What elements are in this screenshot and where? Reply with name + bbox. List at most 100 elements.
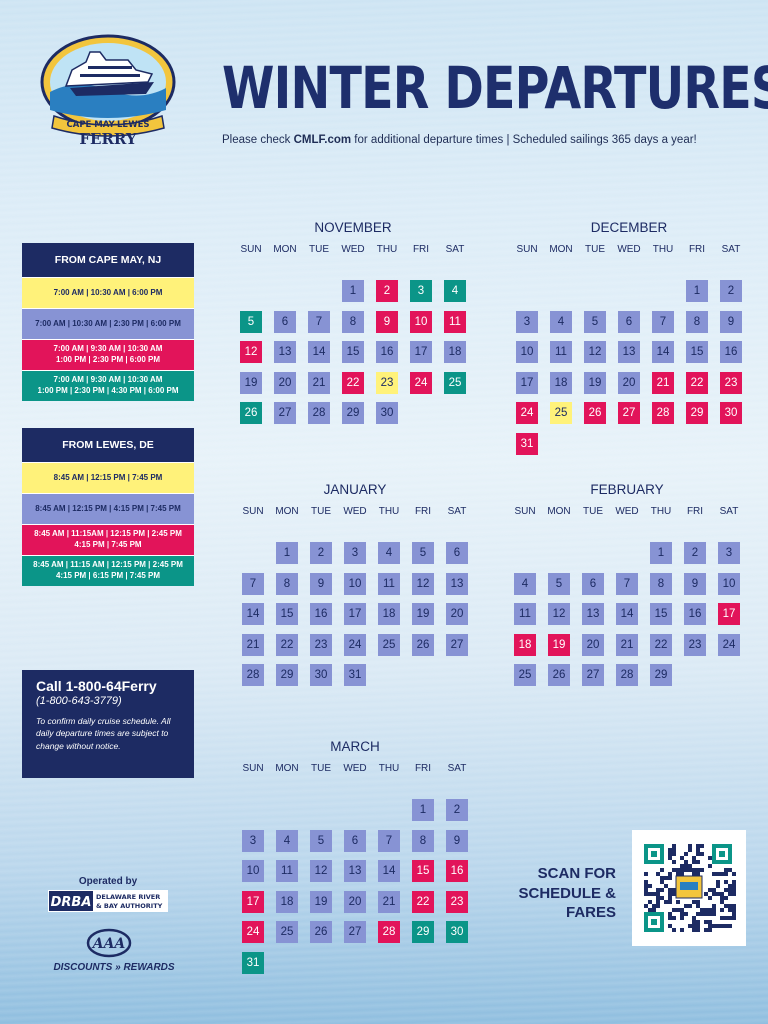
day-cell[interactable]: 12 <box>412 572 434 595</box>
day-cell[interactable]: 31 <box>516 432 538 455</box>
day-cell[interactable]: 3 <box>242 829 264 852</box>
day-cell[interactable]: 24 <box>718 633 740 656</box>
day-cell[interactable]: 21 <box>308 371 330 394</box>
day-cell[interactable]: 30 <box>376 402 398 424</box>
day-cell[interactable]: 4 <box>276 829 298 852</box>
day-cell[interactable]: 1 <box>342 280 364 302</box>
day-cell[interactable]: 23 <box>720 371 742 394</box>
day-cell[interactable]: 11 <box>444 310 466 333</box>
day-cell[interactable]: 22 <box>650 633 672 656</box>
day-cell[interactable]: 14 <box>378 860 400 882</box>
day-cell[interactable]: 29 <box>686 402 708 424</box>
day-cell[interactable]: 10 <box>242 860 264 882</box>
day-cell[interactable]: 18 <box>550 371 572 394</box>
day-cell[interactable]: 13 <box>344 860 366 882</box>
day-cell[interactable]: 6 <box>618 310 640 333</box>
day-cell[interactable]: 9 <box>684 572 706 595</box>
day-cell[interactable]: 2 <box>446 799 468 821</box>
day-cell[interactable]: 13 <box>618 341 640 363</box>
day-cell[interactable]: 5 <box>412 542 434 564</box>
day-cell[interactable]: 31 <box>242 951 264 974</box>
day-cell[interactable]: 18 <box>276 890 298 913</box>
day-cell[interactable]: 15 <box>276 603 298 625</box>
day-cell[interactable]: 30 <box>446 921 468 943</box>
day-cell[interactable]: 17 <box>344 603 366 625</box>
day-cell[interactable]: 4 <box>514 572 536 595</box>
day-cell[interactable]: 6 <box>582 572 604 595</box>
day-cell[interactable]: 13 <box>274 341 296 363</box>
day-cell[interactable]: 23 <box>376 371 398 394</box>
day-cell[interactable]: 12 <box>310 860 332 882</box>
day-cell[interactable]: 29 <box>650 664 672 686</box>
day-cell[interactable]: 18 <box>514 633 536 656</box>
day-cell[interactable]: 15 <box>650 603 672 625</box>
day-cell[interactable]: 3 <box>516 310 538 333</box>
day-cell[interactable]: 2 <box>376 280 398 302</box>
day-cell[interactable]: 29 <box>412 921 434 943</box>
day-cell[interactable]: 14 <box>616 603 638 625</box>
day-cell[interactable]: 22 <box>276 633 298 656</box>
day-cell[interactable]: 5 <box>310 829 332 852</box>
day-cell[interactable]: 29 <box>276 664 298 686</box>
day-cell[interactable]: 27 <box>274 402 296 424</box>
day-cell[interactable]: 12 <box>240 341 262 363</box>
day-cell[interactable]: 28 <box>242 664 264 686</box>
day-cell[interactable]: 17 <box>516 371 538 394</box>
day-cell[interactable]: 27 <box>582 664 604 686</box>
day-cell[interactable]: 23 <box>310 633 332 656</box>
day-cell[interactable]: 10 <box>718 572 740 595</box>
day-cell[interactable]: 7 <box>616 572 638 595</box>
day-cell[interactable]: 21 <box>242 633 264 656</box>
call-number[interactable]: (1-800-643-3779) <box>36 695 122 707</box>
day-cell[interactable]: 3 <box>410 280 432 302</box>
day-cell[interactable]: 16 <box>684 603 706 625</box>
day-cell[interactable]: 25 <box>378 633 400 656</box>
day-cell[interactable]: 19 <box>584 371 606 394</box>
day-cell[interactable]: 4 <box>378 542 400 564</box>
day-cell[interactable]: 20 <box>446 603 468 625</box>
day-cell[interactable]: 9 <box>310 572 332 595</box>
day-cell[interactable]: 20 <box>274 371 296 394</box>
day-cell[interactable]: 20 <box>344 890 366 913</box>
day-cell[interactable]: 3 <box>718 542 740 564</box>
day-cell[interactable]: 15 <box>686 341 708 363</box>
day-cell[interactable]: 6 <box>344 829 366 852</box>
day-cell[interactable]: 7 <box>378 829 400 852</box>
day-cell[interactable]: 1 <box>650 542 672 564</box>
day-cell[interactable]: 18 <box>378 603 400 625</box>
day-cell[interactable]: 8 <box>342 310 364 333</box>
day-cell[interactable]: 27 <box>618 402 640 424</box>
day-cell[interactable]: 10 <box>410 310 432 333</box>
day-cell[interactable]: 19 <box>412 603 434 625</box>
day-cell[interactable]: 11 <box>550 341 572 363</box>
day-cell[interactable]: 23 <box>684 633 706 656</box>
day-cell[interactable]: 17 <box>242 890 264 913</box>
day-cell[interactable]: 15 <box>412 860 434 882</box>
day-cell[interactable]: 21 <box>616 633 638 656</box>
day-cell[interactable]: 8 <box>686 310 708 333</box>
day-cell[interactable]: 10 <box>516 341 538 363</box>
day-cell[interactable]: 29 <box>342 402 364 424</box>
day-cell[interactable]: 8 <box>412 829 434 852</box>
day-cell[interactable]: 5 <box>548 572 570 595</box>
day-cell[interactable]: 24 <box>344 633 366 656</box>
day-cell[interactable]: 22 <box>686 371 708 394</box>
day-cell[interactable]: 16 <box>720 341 742 363</box>
day-cell[interactable]: 28 <box>308 402 330 424</box>
day-cell[interactable]: 22 <box>342 371 364 394</box>
day-cell[interactable]: 1 <box>412 799 434 821</box>
day-cell[interactable]: 11 <box>378 572 400 595</box>
day-cell[interactable]: 17 <box>718 603 740 625</box>
day-cell[interactable]: 1 <box>686 280 708 302</box>
day-cell[interactable]: 4 <box>550 310 572 333</box>
day-cell[interactable]: 10 <box>344 572 366 595</box>
day-cell[interactable]: 12 <box>584 341 606 363</box>
day-cell[interactable]: 28 <box>616 664 638 686</box>
day-cell[interactable]: 1 <box>276 542 298 564</box>
day-cell[interactable]: 28 <box>378 921 400 943</box>
day-cell[interactable]: 11 <box>514 603 536 625</box>
call-title[interactable]: Call 1-800-64Ferry <box>36 678 157 694</box>
day-cell[interactable]: 7 <box>652 310 674 333</box>
day-cell[interactable]: 18 <box>444 341 466 363</box>
day-cell[interactable]: 27 <box>344 921 366 943</box>
